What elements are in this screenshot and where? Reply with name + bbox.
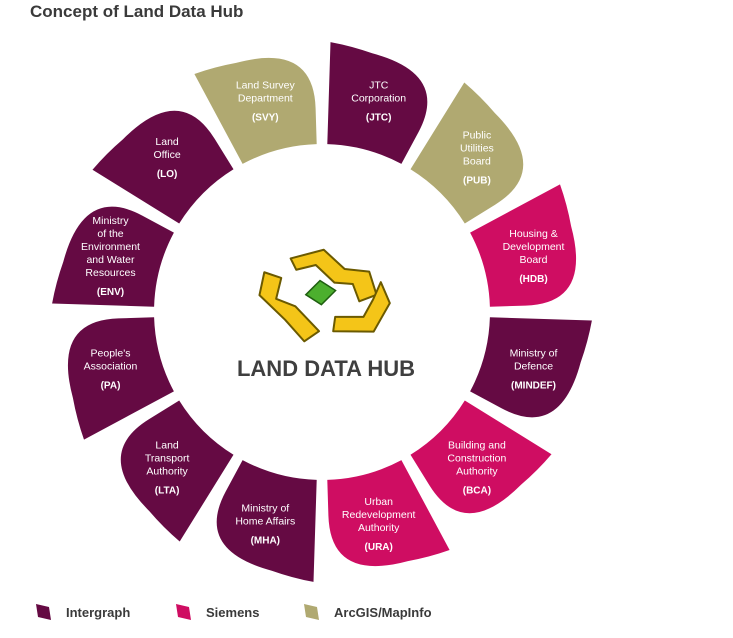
segment-abbreviation: (LO) bbox=[157, 169, 178, 180]
segment-name-line: Association bbox=[84, 361, 138, 373]
hub-title: LAND DATA HUB bbox=[236, 356, 415, 381]
segment-name-line: Land bbox=[155, 439, 179, 451]
legend-label-siemens: Siemens bbox=[206, 604, 260, 620]
segment-abbreviation: (PA) bbox=[101, 381, 121, 392]
segment-shape bbox=[410, 82, 524, 224]
legend-label-intergraph: Intergraph bbox=[66, 604, 131, 620]
arcgis-swatch-icon bbox=[304, 604, 319, 620]
segment-name-line: Environment bbox=[81, 241, 140, 253]
legend-item-siemens: Siemens bbox=[172, 598, 259, 626]
segment-shape bbox=[470, 184, 577, 307]
segment-abbreviation: (MINDEF) bbox=[511, 381, 556, 392]
segment-shape bbox=[216, 460, 317, 582]
segment-abbreviation: (JTC) bbox=[366, 113, 392, 124]
segment-name-line: Defence bbox=[514, 361, 553, 373]
segment-name-line: Land bbox=[155, 136, 179, 148]
legend-item-arcgis: ArcGIS/MapInfo bbox=[300, 598, 432, 626]
segment-name-line: Development bbox=[503, 241, 565, 253]
segment-shape bbox=[52, 206, 174, 307]
segment-shape bbox=[327, 42, 428, 164]
page-title: Concept of Land Data Hub bbox=[30, 2, 244, 21]
segment-name-line: Redevelopment bbox=[342, 509, 416, 521]
segment-name-line: Resources bbox=[85, 267, 135, 279]
segment-shape bbox=[410, 400, 552, 514]
segment-name-line: People's bbox=[91, 348, 131, 360]
segment-abbreviation: (MHA) bbox=[251, 536, 280, 547]
segment-name-line: Authority bbox=[456, 465, 498, 477]
segment-shape bbox=[470, 317, 592, 418]
segment-name-line: Department bbox=[238, 93, 293, 105]
segment-name-line: Urban bbox=[364, 496, 393, 508]
segment-name-line: Public bbox=[463, 130, 492, 142]
segment-name-line: Ministry of bbox=[241, 503, 289, 515]
segment-abbreviation: (HDB) bbox=[519, 274, 547, 285]
segment-shape bbox=[92, 110, 234, 224]
segment-name-line: Ministry of bbox=[510, 348, 558, 360]
segment-abbreviation: (PUB) bbox=[463, 176, 491, 187]
segment-name-line: Corporation bbox=[351, 93, 406, 105]
segment-shape bbox=[327, 460, 450, 567]
siemens-swatch-icon bbox=[176, 604, 191, 620]
segment-name-line: Construction bbox=[447, 452, 506, 464]
segment-abbreviation: (ENV) bbox=[97, 287, 124, 298]
segment-name-line: and Water bbox=[86, 254, 135, 266]
segment-name-line: Office bbox=[153, 149, 180, 161]
segment-name-line: Ministry bbox=[92, 215, 129, 227]
legend: Intergraph Siemens ArcGIS/MapInfo bbox=[0, 598, 733, 626]
segment-name-line: JTC bbox=[369, 80, 389, 92]
segment-name-line: of the bbox=[97, 228, 123, 240]
land-data-hub-logo-icon bbox=[258, 248, 391, 343]
segment-name-line: Transport bbox=[145, 452, 190, 464]
segment-ring: JTCCorporation(JTC)PublicUtilitiesBoard(… bbox=[52, 42, 592, 582]
segment-name-line: Housing & bbox=[509, 228, 557, 240]
segment-shape bbox=[194, 57, 317, 164]
segment-name-line: Utilities bbox=[460, 143, 494, 155]
segment-abbreviation: (LTA) bbox=[155, 485, 180, 496]
segment-abbreviation: (SVY) bbox=[252, 113, 279, 124]
segment-shape bbox=[67, 317, 174, 440]
segment-shape bbox=[120, 400, 234, 542]
legend-item-intergraph: Intergraph bbox=[32, 598, 130, 626]
segment-name-line: Building and bbox=[448, 439, 506, 451]
legend-label-arcgis: ArcGIS/MapInfo bbox=[334, 604, 432, 620]
segment-name-line: Authority bbox=[358, 522, 400, 534]
segment-abbreviation: (BCA) bbox=[463, 485, 491, 496]
segment-name-line: Home Affairs bbox=[235, 516, 295, 528]
segment-name-line: Authority bbox=[146, 465, 188, 477]
segment-name-line: Board bbox=[463, 156, 491, 168]
segment-name-line: Land Survey bbox=[236, 80, 296, 92]
intergraph-swatch-icon bbox=[36, 604, 51, 620]
segment-name-line: Board bbox=[519, 254, 547, 266]
segment-abbreviation: (URA) bbox=[365, 542, 393, 553]
